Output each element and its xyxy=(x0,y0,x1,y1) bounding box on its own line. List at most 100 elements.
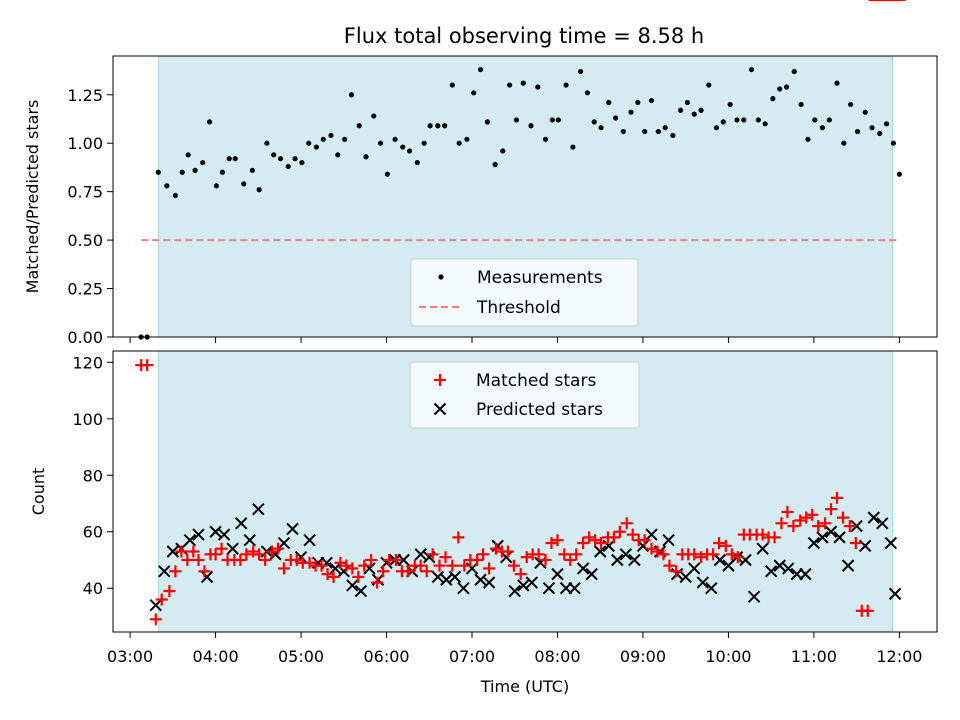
count-panel-frame xyxy=(112,350,938,633)
measurement-point xyxy=(755,117,761,123)
measurement-point xyxy=(542,136,549,142)
measurement-point xyxy=(883,121,890,127)
predicted-star-marker xyxy=(594,545,607,558)
matched-star-marker xyxy=(775,517,788,530)
matched-star-marker xyxy=(163,585,176,598)
matched-star-marker xyxy=(477,548,490,561)
predicted-star-marker xyxy=(816,531,829,544)
measurement-point xyxy=(563,82,569,88)
matched-star-marker xyxy=(271,542,284,555)
matched-star-marker xyxy=(800,511,813,524)
matched-star-marker xyxy=(489,542,502,555)
measurement-point xyxy=(249,167,255,173)
matched-star-marker xyxy=(141,359,154,372)
measurement-point xyxy=(727,101,733,108)
measurement-point xyxy=(528,123,534,129)
predicted-star-marker xyxy=(773,559,786,572)
matched-star-marker xyxy=(446,559,459,572)
predicted-star-marker xyxy=(551,567,564,581)
matched-star-marker xyxy=(657,548,670,561)
time-x-tick-label: 11:00 xyxy=(791,647,837,666)
measurement-point xyxy=(371,113,377,119)
matched-star-marker xyxy=(483,562,496,575)
predicted-star-marker-b xyxy=(269,548,282,561)
matched-star-marker xyxy=(688,548,701,561)
predicted-star-marker-b xyxy=(602,539,615,553)
ratio-panel-frame xyxy=(112,55,938,338)
measurement-point xyxy=(869,125,875,131)
measurement-point xyxy=(570,144,576,150)
matched-star-marker xyxy=(414,559,427,572)
count-legend-box xyxy=(409,361,640,429)
ratio-y-tick-label: 1.25 xyxy=(67,86,103,105)
predicted-star-marker-b xyxy=(414,548,427,561)
predicted-star-marker xyxy=(807,536,821,550)
predicted-star-marker xyxy=(756,542,769,555)
predicted-star-marker xyxy=(252,502,265,516)
predicted-star-marker-b xyxy=(705,582,718,595)
matched-star-markers xyxy=(135,0,906,626)
matched-star-marker xyxy=(315,559,328,572)
measurement-point xyxy=(677,107,684,113)
predicted-star-marker-b xyxy=(286,522,299,536)
predicted-star-marker xyxy=(764,565,778,578)
measurement-point xyxy=(179,169,185,175)
predicted-star-marker xyxy=(448,570,462,584)
matched-star-marker xyxy=(589,534,602,547)
predicted-star-marker xyxy=(286,522,299,536)
measurement-point xyxy=(407,148,413,154)
time-x-tick-label: 04:00 xyxy=(193,647,239,666)
measurement-point xyxy=(435,123,441,129)
predicted-star-marker-b xyxy=(816,531,829,544)
predicted-star-marker-b xyxy=(243,534,256,547)
measurement-point xyxy=(620,128,626,135)
predicted-star-marker xyxy=(696,576,709,589)
measurement-point xyxy=(520,80,526,86)
matched-star-marker xyxy=(707,548,720,561)
count-panel: 40 60 80 100 120 03:00 04:00 05:00 06:00 07:00 08… xyxy=(29,0,938,696)
measurement-point xyxy=(377,140,384,146)
matched-star-marker xyxy=(187,545,200,558)
matched-star-marker xyxy=(501,545,514,558)
predicted-star-marker-b xyxy=(158,565,171,578)
measurement-point xyxy=(213,183,220,189)
predicted-star-marker-b xyxy=(688,562,701,575)
matched-star-marker xyxy=(545,537,558,550)
predicted-star-marker-b xyxy=(346,579,359,592)
measurement-point xyxy=(748,66,755,73)
predicted-star-marker-b xyxy=(354,584,368,598)
predicted-star-marker-b xyxy=(542,582,556,595)
measurement-point xyxy=(348,92,355,98)
measurement-point xyxy=(313,144,320,150)
predicted-star-marker xyxy=(508,584,521,598)
matched-star-marker xyxy=(695,551,708,564)
predicted-star-marker xyxy=(517,579,530,592)
measurement-point xyxy=(762,121,768,127)
matched-star-marker xyxy=(520,551,533,564)
measurement-point xyxy=(241,181,247,187)
count-y-ticks: 40 60 80 100 120 xyxy=(72,353,113,598)
measurement-point xyxy=(285,163,291,170)
time-x-tick-label: 09:00 xyxy=(620,647,666,666)
ratio-y-tick-label: 0.50 xyxy=(67,231,103,250)
legend-predicted-x-b xyxy=(433,402,447,416)
predicted-star-marker-b xyxy=(696,576,709,589)
matched-star-marker xyxy=(377,565,390,578)
predicted-star-marker-b xyxy=(773,559,786,572)
time-x-axis-label: Time (UTC) xyxy=(480,677,569,696)
measurement-point xyxy=(414,159,420,166)
measurement-point xyxy=(299,159,305,166)
measurement-point xyxy=(335,152,341,158)
predicted-star-marker-b xyxy=(747,590,761,603)
predicted-star-marker-b xyxy=(756,542,769,555)
predicted-star-marker-b xyxy=(277,536,291,550)
matched-star-marker xyxy=(836,511,849,524)
measurement-point xyxy=(264,140,270,146)
measurement-point xyxy=(598,125,604,131)
legend-matched-marker xyxy=(434,374,446,386)
ratio-y-ticks: 0.00 0.25 0.50 0.75 1.00 1.25 xyxy=(67,86,113,347)
predicted-star-marker-b xyxy=(568,582,581,595)
measurement-point xyxy=(848,101,854,108)
predicted-star-marker-b xyxy=(363,562,376,575)
